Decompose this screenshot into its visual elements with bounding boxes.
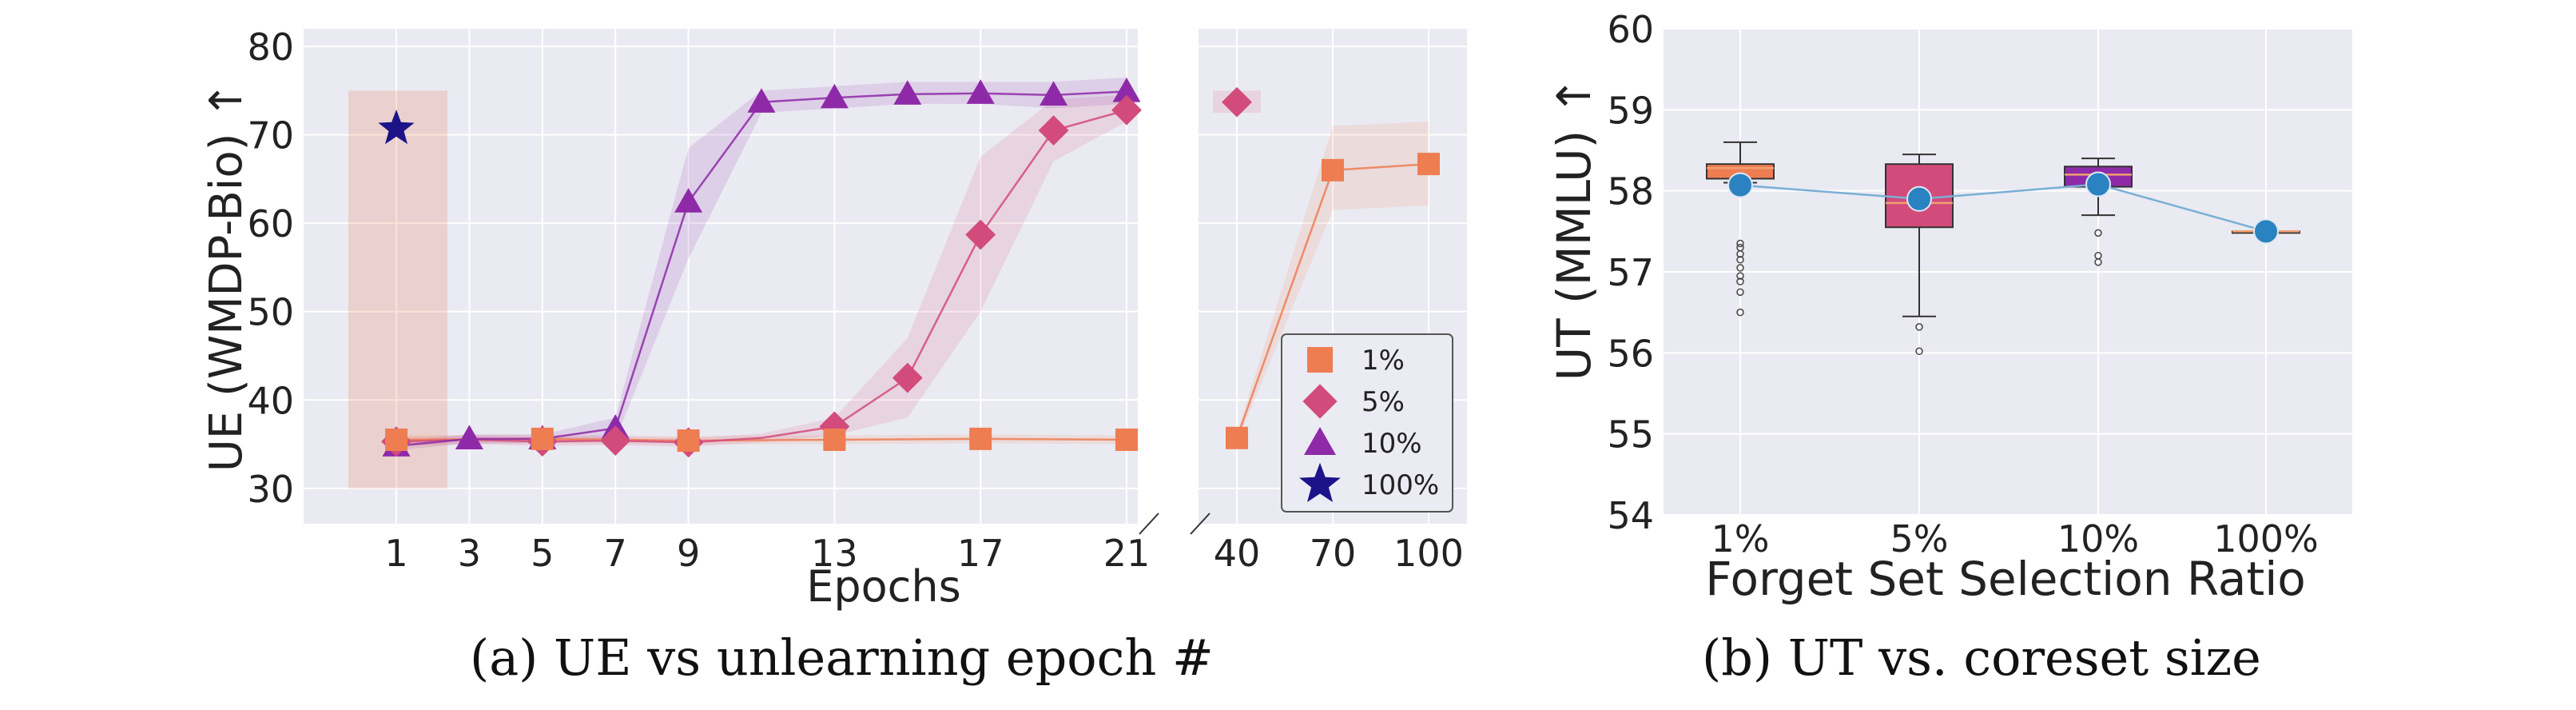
box-outlier (2094, 229, 2102, 237)
y-tick-label-b: 60 (1607, 8, 1654, 51)
mean-line (1739, 183, 2267, 233)
mean-point (1906, 185, 1932, 212)
y-tick-label-a: 80 (247, 26, 294, 69)
x-tick-label-a: 1 (384, 532, 407, 575)
box-outlier (1736, 264, 1744, 272)
legend-label: 100% (1362, 469, 1439, 501)
point-1pct (1417, 153, 1440, 176)
y-tick-label-a: 60 (247, 202, 294, 245)
band-1pct (1237, 122, 1429, 443)
point-10pct (820, 83, 849, 109)
mean-point (2253, 218, 2279, 245)
y-axis-label-b: UT (MMLU) ↑ (1547, 77, 1601, 381)
x-tick-label-a: 3 (458, 532, 481, 575)
x-axis-label-a: Epochs (806, 561, 960, 612)
y-tick-label-b: 56 (1607, 332, 1654, 375)
caption-a: (a) UE vs unlearning epoch # (470, 628, 1214, 687)
point-10pct (1112, 77, 1141, 102)
point-10pct (747, 88, 776, 113)
x-tick-label-a: 70 (1310, 532, 1357, 575)
x-axis-label-b: Forget Set Selection Ratio (1705, 552, 2306, 606)
legend-label: 5% (1362, 386, 1405, 418)
point-1pct (677, 429, 700, 453)
legend-marker-100pct (1299, 462, 1341, 502)
point-5pct (819, 411, 850, 442)
point-5pct (965, 219, 996, 250)
mean-point (2085, 171, 2111, 197)
point-10pct (966, 79, 995, 104)
legend-marker-5pct (1302, 384, 1338, 419)
box-outlier (1736, 272, 1744, 280)
y-tick-label-a: 40 (247, 379, 294, 422)
legend-label: 10% (1362, 428, 1422, 460)
legend-label: 1% (1362, 345, 1405, 377)
axis-break-mark (1190, 513, 1210, 535)
legend-box (1281, 333, 1453, 513)
line-5pct (396, 109, 1127, 444)
point-1pct (1226, 426, 1248, 449)
x-tick-label-a: 7 (604, 532, 627, 575)
band-100pct (348, 90, 447, 489)
point-1pct (1322, 158, 1344, 181)
box-outlier (1736, 308, 1744, 317)
box-outlier (1736, 288, 1744, 297)
y-tick-label-b: 54 (1607, 494, 1654, 537)
caption-b: (b) UT vs. coreset size (1702, 628, 2261, 687)
x-tick-label-a: 13 (811, 532, 858, 575)
band-5pct (396, 94, 1127, 447)
axis-break-mark (1139, 513, 1159, 535)
y-tick-label-b: 58 (1607, 170, 1654, 213)
x-tick-label-a: 100 (1393, 532, 1464, 575)
box-outlier (1736, 256, 1744, 264)
point-5pct (892, 362, 923, 393)
point-10pct (674, 188, 703, 213)
point-10pct (1040, 81, 1068, 106)
y-axis-label-a: UE (WMDP-Bio) ↑ (201, 82, 252, 472)
point-1pct (969, 427, 992, 450)
mean-point (1727, 172, 1753, 198)
x-tick-label-a: 5 (531, 532, 554, 575)
x-tick-label-a: 21 (1103, 532, 1151, 575)
point-5pct (1222, 86, 1252, 118)
y-tick-label-b: 55 (1607, 413, 1654, 457)
point-1pct (1115, 428, 1138, 451)
x-tick-label-b: 100% (2213, 517, 2319, 560)
y-tick-label-a: 50 (247, 291, 294, 334)
box-outlier (1736, 249, 1744, 258)
legend-marker-10pct (1304, 427, 1336, 455)
box-outlier (1915, 323, 1923, 331)
x-tick-label-b: 10% (2057, 517, 2139, 560)
point-100pct (378, 110, 415, 145)
x-tick-label-a: 9 (677, 532, 700, 575)
y-tick-label-b: 57 (1607, 251, 1654, 294)
point-1pct (385, 428, 407, 451)
point-10pct (893, 80, 922, 105)
point-1pct (823, 428, 846, 451)
point-5pct (1038, 115, 1069, 146)
box-outlier (1915, 347, 1923, 356)
point-10pct (455, 425, 483, 450)
x-tick-label-b: 1% (1711, 517, 1770, 560)
box-outlier (2094, 258, 2102, 266)
box-outlier (1736, 277, 1744, 285)
x-tick-label-a: 17 (957, 532, 1004, 575)
x-tick-label-b: 5% (1890, 517, 1949, 560)
y-tick-label-b: 59 (1607, 89, 1654, 132)
x-tick-label-a: 40 (1214, 532, 1261, 575)
point-1pct (531, 427, 554, 450)
y-tick-label-a: 70 (247, 114, 294, 158)
point-5pct (1111, 94, 1142, 126)
box-outlier (1736, 239, 1744, 248)
legend-marker-1pct (1307, 347, 1333, 373)
y-tick-label-a: 30 (247, 468, 294, 511)
point-5pct (600, 425, 631, 456)
